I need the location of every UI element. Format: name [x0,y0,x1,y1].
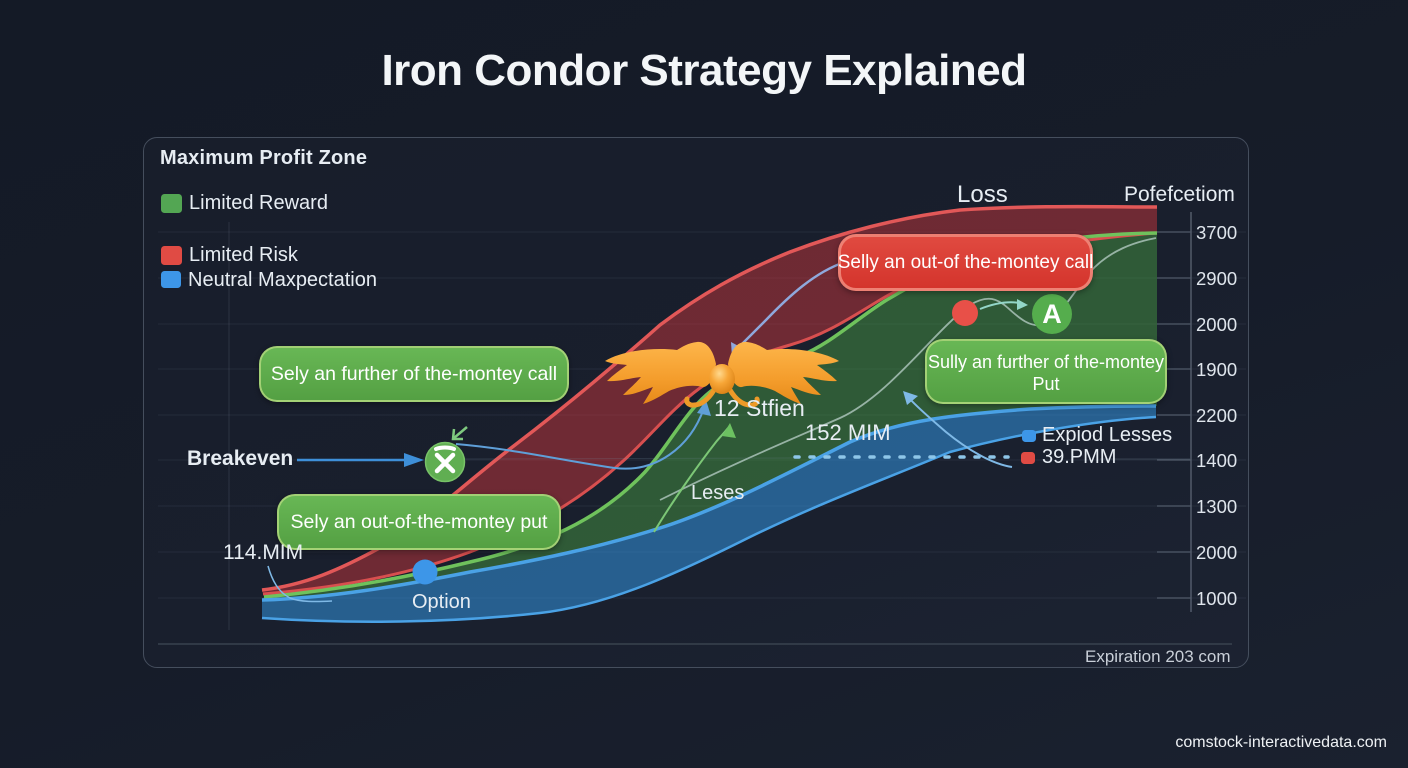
svg-text:A: A [1042,299,1062,329]
